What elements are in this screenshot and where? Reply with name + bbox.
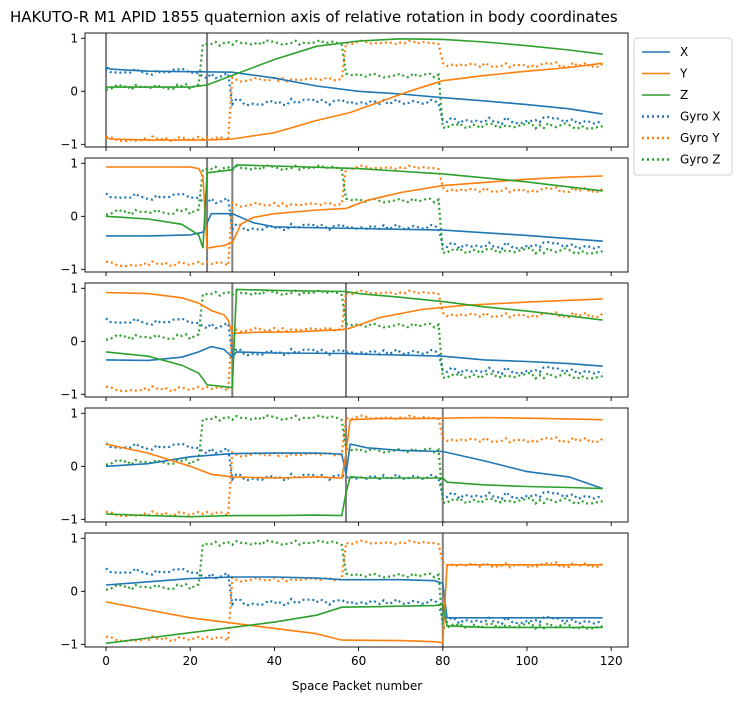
y-series [105, 416, 603, 479]
y-tick-label: 0 [70, 334, 78, 348]
plot-area [105, 158, 604, 272]
gyro-y-series [106, 414, 604, 518]
z-series [105, 288, 603, 389]
panel-3: −1 0 1 [60, 281, 629, 401]
y-series [105, 62, 603, 141]
x-series [105, 443, 603, 490]
y-series [106, 166, 603, 250]
y-tick-label: −1 [60, 387, 78, 401]
chart-title: HAKUTO-R M1 APID 1855 quaternion axis of… [10, 8, 618, 26]
y-series [105, 291, 603, 335]
z-series [105, 476, 603, 518]
gyro-x-series [105, 191, 603, 251]
y-tick-label: 1 [70, 31, 78, 45]
y-tick-label: −1 [60, 262, 78, 276]
y-tick-label: 1 [70, 406, 78, 420]
gyro-y-series [106, 164, 604, 268]
x-series [106, 212, 603, 242]
plot-area [105, 408, 604, 522]
y-tick-label: 1 [70, 281, 78, 295]
x-tick-label: 60 [351, 654, 366, 668]
legend-label: Gyro X [680, 110, 720, 124]
gyro-y-series [106, 539, 604, 643]
y-tick-label: 0 [70, 459, 78, 473]
y-tick-label: 0 [70, 209, 78, 223]
y-tick-label: −1 [60, 637, 78, 651]
z-series [105, 164, 603, 249]
x-tick-label: 100 [516, 654, 539, 668]
y-tick-label: −1 [60, 512, 78, 526]
legend-box [633, 37, 733, 176]
z-series [105, 603, 603, 645]
legend-label: Z [680, 88, 688, 102]
panel-frame [84, 282, 629, 398]
gyro-z-series [105, 538, 603, 631]
x-axis-label: Space Packet number [292, 679, 422, 693]
panel-frame [84, 532, 629, 648]
z-series [106, 37, 603, 88]
gyro-x-series [105, 66, 603, 126]
gyro-z-series [105, 288, 603, 381]
plot-area [105, 283, 604, 397]
plot-area [105, 533, 604, 647]
y-tick-label: 1 [70, 156, 78, 170]
gyro-z-series [105, 38, 603, 131]
gyro-y-series [106, 289, 604, 393]
y-tick-label: 0 [70, 84, 78, 98]
x-tick-label: 120 [600, 654, 623, 668]
x-series [105, 66, 603, 115]
legend-label: Gyro Y [680, 131, 720, 145]
gyro-z-series [105, 163, 603, 256]
x-series [105, 345, 603, 367]
y-tick-label: 1 [70, 531, 78, 545]
gyro-z-series [105, 413, 603, 506]
plot-area [105, 33, 604, 147]
x-series [105, 576, 603, 619]
legend: XYZ Gyro X Gyro Y Gyro Z [633, 37, 733, 176]
legend-label: X [680, 45, 688, 59]
panel-1: −1 0 1 [60, 31, 629, 151]
x-tick-label: 80 [435, 654, 450, 668]
x-tick-label: 20 [183, 654, 198, 668]
legend-label: Gyro Z [680, 153, 720, 167]
y-series [105, 564, 603, 644]
panel-frame [84, 157, 629, 273]
y-tick-label: −1 [60, 137, 78, 151]
x-tick-label: 40 [267, 654, 282, 668]
y-tick-label: 0 [70, 584, 78, 598]
panel-frame [84, 407, 629, 523]
x-tick-label: 0 [102, 654, 110, 668]
panel-frame [84, 32, 629, 148]
panel-4: −1 0 1 [60, 406, 629, 526]
legend-label: Y [679, 67, 688, 81]
panel-2: −1 0 1 [60, 156, 629, 276]
